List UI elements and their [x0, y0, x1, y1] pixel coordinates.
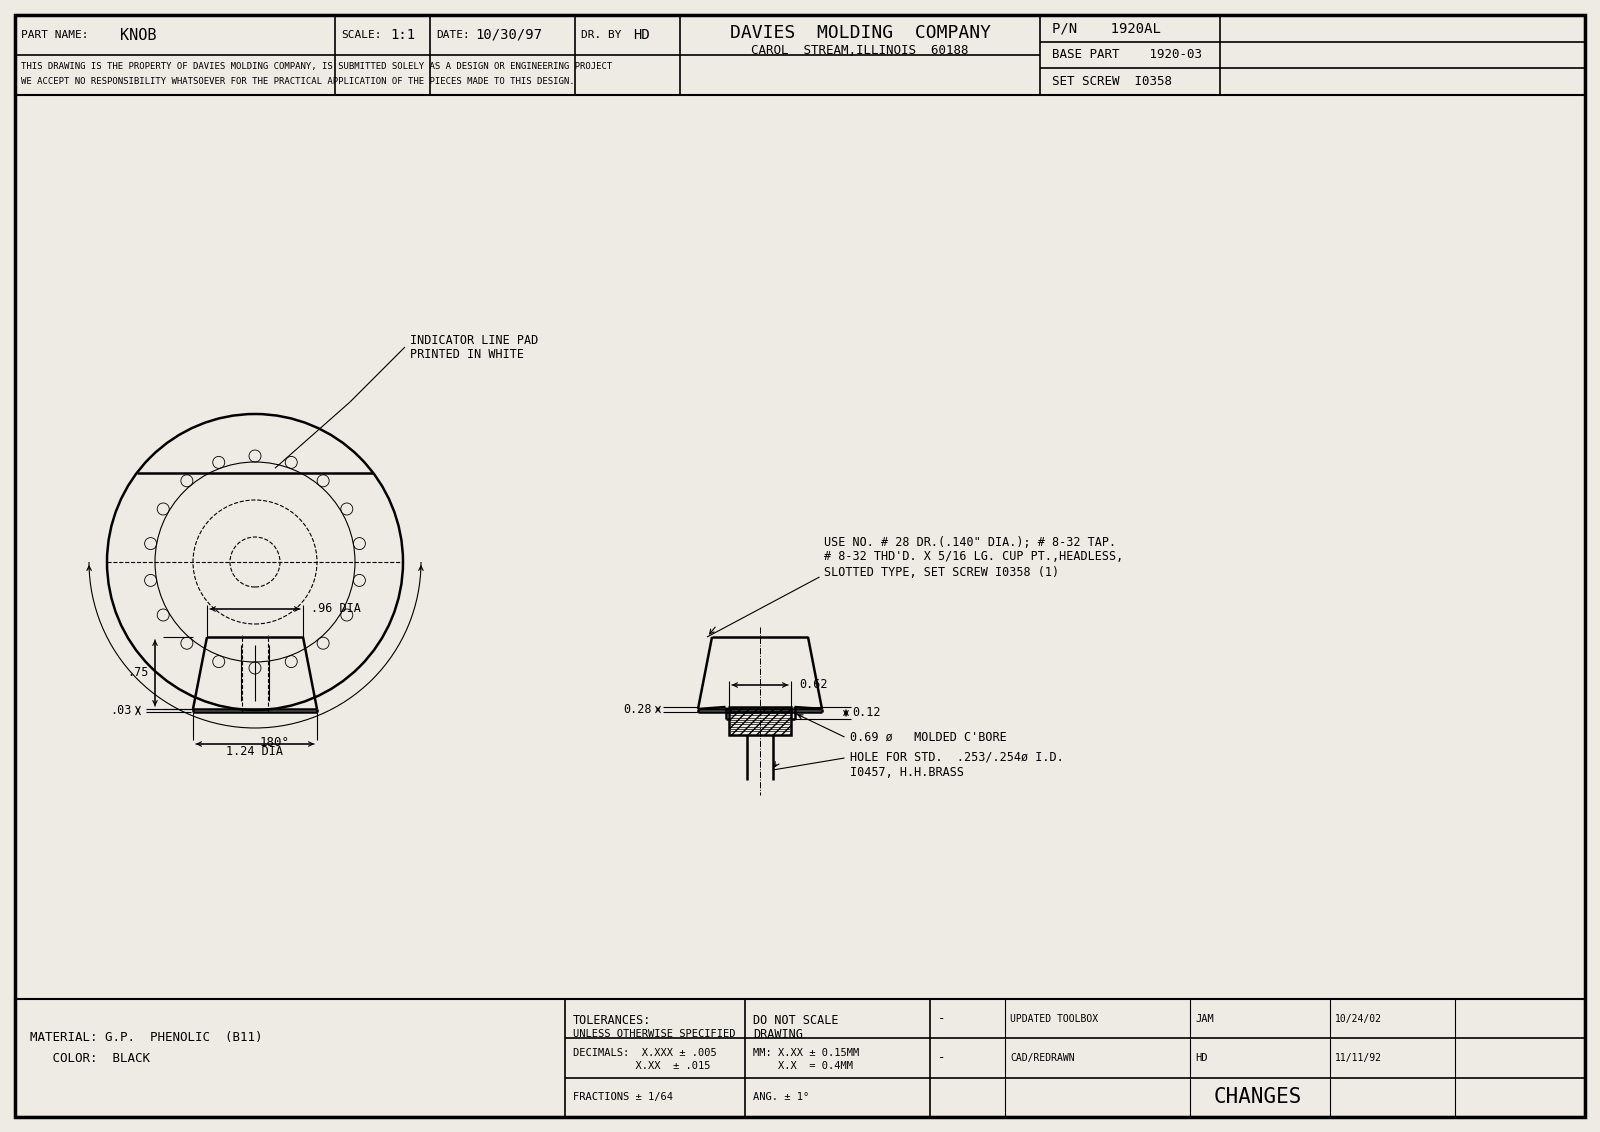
Text: 11/11/92: 11/11/92: [1334, 1053, 1382, 1063]
Text: CAROL  STREAM,ILLINOIS  60188: CAROL STREAM,ILLINOIS 60188: [752, 44, 968, 58]
Text: SET SCREW  I0358: SET SCREW I0358: [1053, 75, 1171, 88]
Bar: [14, 1000, 1586, 1117]
Text: DR. BY: DR. BY: [581, 31, 621, 40]
Text: INDICATOR LINE PAD: INDICATOR LINE PAD: [410, 334, 538, 348]
Text: MATERIAL: G.P.  PHENOLIC  (B11): MATERIAL: G.P. PHENOLIC (B11): [30, 1030, 262, 1044]
Text: .75: .75: [128, 667, 149, 679]
Text: UNLESS OTHERWISE SPECIFIED: UNLESS OTHERWISE SPECIFIED: [573, 1029, 736, 1039]
Text: -: -: [938, 1012, 946, 1026]
Text: 1.24 DIA: 1.24 DIA: [227, 745, 283, 758]
Text: CAD/REDRAWN: CAD/REDRAWN: [1010, 1053, 1075, 1063]
Text: .03: .03: [110, 704, 131, 717]
Text: 1:1: 1:1: [390, 28, 414, 42]
Text: DRAWING: DRAWING: [754, 1028, 803, 1040]
Text: WE ACCEPT NO RESPONSIBILITY WHATSOEVER FOR THE PRACTICAL APPLICATION OF THE PIEC: WE ACCEPT NO RESPONSIBILITY WHATSOEVER F…: [21, 77, 574, 86]
Text: PART NAME:: PART NAME:: [21, 31, 88, 40]
Text: HD: HD: [634, 28, 650, 42]
Text: 0.62: 0.62: [798, 678, 827, 692]
Text: 0.12: 0.12: [851, 706, 880, 720]
Text: X.XX  ± .015: X.XX ± .015: [573, 1061, 710, 1071]
Text: .96 DIA: .96 DIA: [310, 602, 362, 616]
Text: ANG. ± 1°: ANG. ± 1°: [754, 1092, 810, 1103]
Text: BASE PART    1920-03: BASE PART 1920-03: [1053, 49, 1202, 61]
Text: PRINTED IN WHITE: PRINTED IN WHITE: [410, 349, 525, 361]
Text: HOLE FOR STD.  .253/.254ø I.D.: HOLE FOR STD. .253/.254ø I.D.: [850, 751, 1064, 763]
Text: DAVIES  MOLDING  COMPANY: DAVIES MOLDING COMPANY: [730, 24, 990, 42]
Text: DO NOT SCALE: DO NOT SCALE: [754, 1014, 838, 1027]
Text: 10/30/97: 10/30/97: [475, 28, 542, 42]
Text: JAM: JAM: [1195, 1013, 1214, 1023]
Text: CHANGES: CHANGES: [1213, 1088, 1302, 1107]
Bar: [14, 15, 1586, 95]
Text: USE NO. # 28 DR.(.140" DIA.); # 8-32 TAP.: USE NO. # 28 DR.(.140" DIA.); # 8-32 TAP…: [824, 535, 1117, 549]
Text: HD: HD: [1195, 1053, 1208, 1063]
Text: 0.69 ø   MOLDED C'BORE: 0.69 ø MOLDED C'BORE: [850, 730, 1006, 744]
Text: FRACTIONS ± 1/64: FRACTIONS ± 1/64: [573, 1092, 674, 1103]
Text: # 8-32 THD'D. X 5/16 LG. CUP PT.,HEADLESS,: # 8-32 THD'D. X 5/16 LG. CUP PT.,HEADLES…: [824, 550, 1123, 564]
Text: SLOTTED TYPE, SET SCREW I0358 (1): SLOTTED TYPE, SET SCREW I0358 (1): [824, 566, 1059, 578]
Text: DATE:: DATE:: [435, 31, 470, 40]
Text: P/N    1920AL: P/N 1920AL: [1053, 22, 1162, 35]
Text: 0.28: 0.28: [624, 703, 653, 717]
Text: KNOB: KNOB: [120, 27, 157, 43]
Text: UPDATED TOOLBOX: UPDATED TOOLBOX: [1010, 1013, 1098, 1023]
Text: DECIMALS:  X.XXX ± .005: DECIMALS: X.XXX ± .005: [573, 1048, 717, 1058]
Text: TOLERANCES:: TOLERANCES:: [573, 1014, 651, 1027]
Bar: [730, 708, 790, 735]
Text: COLOR:  BLACK: COLOR: BLACK: [30, 1053, 150, 1065]
Text: 180°: 180°: [259, 736, 290, 748]
Text: SCALE:: SCALE:: [341, 31, 381, 40]
Text: THIS DRAWING IS THE PROPERTY OF DAVIES MOLDING COMPANY, IS SUBMITTED SOLELY AS A: THIS DRAWING IS THE PROPERTY OF DAVIES M…: [21, 62, 613, 71]
Text: 10/24/02: 10/24/02: [1334, 1013, 1382, 1023]
Text: X.X  = 0.4MM: X.X = 0.4MM: [754, 1061, 853, 1071]
Text: -: -: [938, 1052, 946, 1064]
Text: I0457, H.H.BRASS: I0457, H.H.BRASS: [850, 765, 963, 779]
Text: MM: X.XX ± 0.15MM: MM: X.XX ± 0.15MM: [754, 1048, 859, 1058]
